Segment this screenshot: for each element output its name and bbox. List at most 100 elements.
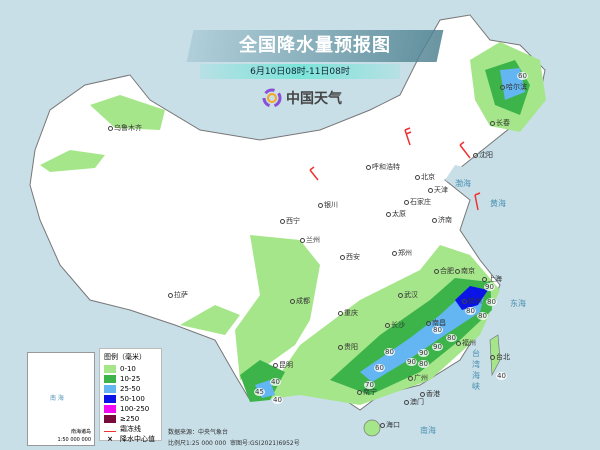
legend-label: 霜冻线 [120, 425, 141, 433]
city-label: 广州 [408, 373, 428, 383]
legend-item: 100-250 [104, 404, 157, 414]
sea-label: 渤海 [455, 179, 471, 188]
city-label: 西安 [340, 252, 360, 262]
inset-sea-label: 南 海 [50, 395, 64, 402]
legend-item: 50-100 [104, 394, 157, 404]
legend-swatch [104, 405, 116, 413]
page-title: 全国降水量预报图 [239, 35, 391, 56]
city-label: 兰州 [300, 235, 320, 245]
legend-item: ≥250 [104, 414, 157, 424]
legend-item: 10-25 [104, 374, 157, 384]
rain-center-value: 80 [384, 348, 395, 356]
city-label: 天津 [428, 185, 448, 195]
city-label: 海口 [380, 420, 400, 430]
rain-0-10 [40, 42, 546, 405]
legend-item: 0-10 [104, 364, 157, 374]
scale-and-review: 比例尺1:25 000 000 审图号:GS(2021)6952号 [168, 438, 300, 447]
city-label: 长沙 [385, 320, 405, 330]
rain-center-value: 90 [418, 349, 429, 357]
city-label: 重庆 [338, 308, 358, 318]
brand-name: 中国天气 [286, 91, 342, 107]
review-number: 审图号:GS(2021)6952号 [230, 440, 300, 447]
pinwheel-logo-icon [262, 88, 282, 108]
city-label: 西宁 [280, 216, 300, 226]
city-label: 上海 [482, 274, 502, 284]
city-label: 乌鲁木齐 [108, 123, 142, 133]
legend-item: 25-50 [104, 384, 157, 394]
legend-label: 100-250 [120, 405, 150, 413]
legend: 图例（毫米） 0-10 10-25 25-50 50-100 100-250 ≥… [99, 348, 162, 444]
city-label: 拉萨 [168, 290, 188, 300]
rain-center-value: 80 [418, 360, 429, 368]
city-label: 成都 [290, 296, 310, 306]
rain-center-value: 80 [477, 312, 488, 320]
city-label: 哈尔滨 [500, 82, 527, 92]
city-label: 台北 [490, 352, 510, 362]
rain-center-value: 80 [432, 326, 443, 334]
city-label: 香港 [420, 389, 440, 399]
city-label: 南京 [455, 266, 475, 276]
city-label: 南昌 [426, 318, 446, 328]
south-china-sea-inset: 南 海 南海诸岛 1:50 000 000 [27, 352, 95, 446]
city-label: 沈阳 [473, 150, 493, 160]
map-scale: 比例尺1:25 000 000 [168, 440, 227, 447]
city-label: 银川 [318, 200, 338, 210]
city-label: 济南 [432, 215, 452, 225]
rain-center-value: 80 [446, 334, 457, 342]
forecast-period: 6月10日08时-11日08时 [250, 67, 350, 77]
legend-swatch [104, 385, 116, 393]
rain-center-value: 80 [465, 307, 476, 315]
city-label: 福州 [456, 338, 476, 348]
sea-label: 黄海 [490, 199, 506, 208]
rain-center-value: 40 [270, 378, 281, 386]
city-label: 杭州 [462, 296, 482, 306]
city-label: 合肥 [434, 266, 454, 276]
subtitle-banner [200, 64, 400, 79]
city-label: 澳门 [404, 397, 424, 407]
legend-swatch [104, 395, 116, 403]
rain-center-value: 80 [486, 298, 497, 306]
frost-line-icon [104, 427, 116, 432]
city-label: 石家庄 [404, 197, 431, 207]
sea-label: 南海 [420, 426, 436, 435]
hainan-island [363, 419, 381, 437]
rain-center-value: 45 [254, 388, 265, 396]
legend-label: 25-50 [120, 385, 141, 393]
rain-center-value: 40 [272, 396, 283, 404]
city-label: 长春 [490, 118, 510, 128]
legend-item: × 降水中心值 [104, 434, 157, 444]
legend-swatch [104, 415, 116, 423]
rain-center-value: 90 [432, 343, 443, 351]
sea-label: 东海 [510, 299, 526, 308]
legend-label: 50-100 [120, 395, 145, 403]
sea-label: 台湾海峡 [472, 349, 480, 391]
legend-label: 0-10 [120, 365, 136, 373]
city-label: 北京 [415, 172, 435, 182]
legend-swatch [104, 375, 116, 383]
city-label: 呼和浩特 [366, 162, 400, 172]
inset-scale: 1:50 000 000 [57, 437, 92, 443]
frost-lines [309, 127, 481, 211]
legend-label: 10-25 [120, 375, 141, 383]
rain-center-value: 70 [364, 381, 375, 389]
city-label: 贵阳 [338, 342, 358, 352]
rain-center-value: 40 [496, 372, 507, 380]
city-label: 郑州 [392, 248, 412, 258]
city-label: 昆明 [273, 360, 293, 370]
rain-center-value: 60 [374, 364, 385, 372]
legend-label: ≥250 [120, 415, 140, 423]
brand-logo: 中国天气 [262, 88, 342, 108]
legend-item: 霜冻线 [104, 424, 157, 434]
city-label: 太原 [386, 209, 406, 219]
legend-label: 降水中心值 [120, 435, 155, 443]
legend-title: 图例（毫米） [104, 353, 146, 361]
bohai-sea [445, 165, 475, 195]
city-label: 南宁 [357, 387, 377, 397]
data-source: 数据来源：中央气象台 [168, 429, 229, 436]
rain-center-value: 90 [406, 358, 417, 366]
rain-center-value: 60 [517, 72, 528, 80]
legend-swatch [104, 365, 116, 373]
city-label: 武汉 [398, 290, 418, 300]
